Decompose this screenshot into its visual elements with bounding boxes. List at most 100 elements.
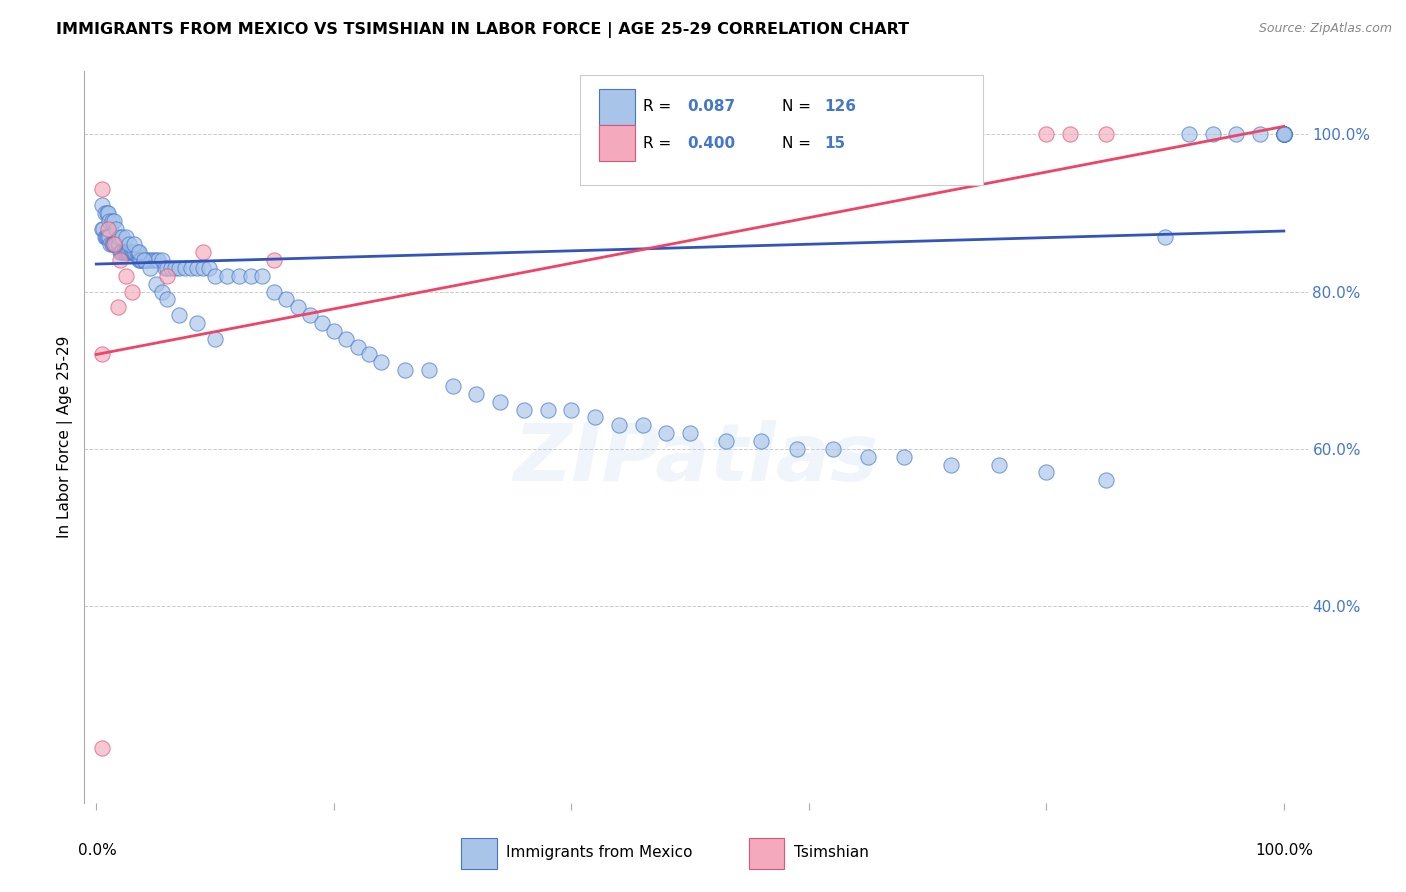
- Point: [107, 301, 129, 315]
- Point: [228, 268, 250, 283]
- Point: [91, 740, 114, 755]
- Point: [91, 182, 114, 196]
- Point: [560, 402, 582, 417]
- Text: N =: N =: [782, 99, 811, 114]
- Point: [893, 450, 915, 464]
- FancyBboxPatch shape: [599, 126, 636, 161]
- Point: [100, 214, 122, 228]
- Point: [120, 245, 142, 260]
- Point: [1059, 128, 1081, 142]
- Text: 100.0%: 100.0%: [1256, 843, 1313, 858]
- Point: [104, 237, 127, 252]
- Point: [118, 237, 141, 252]
- Point: [107, 237, 129, 252]
- Point: [138, 260, 160, 275]
- Point: [103, 214, 125, 228]
- Point: [150, 253, 173, 268]
- Point: [346, 340, 368, 354]
- Point: [186, 316, 208, 330]
- Point: [138, 253, 160, 268]
- Point: [103, 237, 125, 252]
- Point: [821, 442, 844, 456]
- Point: [146, 253, 169, 268]
- Point: [122, 237, 145, 252]
- Point: [118, 245, 141, 260]
- Point: [370, 355, 392, 369]
- Point: [112, 245, 135, 260]
- Point: [100, 237, 122, 252]
- Point: [122, 245, 145, 260]
- Point: [679, 426, 702, 441]
- Point: [97, 221, 120, 235]
- Point: [204, 268, 226, 283]
- Text: 0.400: 0.400: [688, 136, 735, 151]
- Point: [115, 229, 138, 244]
- Point: [180, 260, 202, 275]
- Point: [153, 260, 176, 275]
- Point: [1272, 128, 1295, 142]
- Point: [1154, 229, 1177, 244]
- Point: [97, 206, 120, 220]
- Point: [122, 245, 145, 260]
- Point: [97, 229, 120, 244]
- Point: [96, 206, 118, 220]
- Point: [655, 426, 678, 441]
- Text: R =: R =: [644, 136, 672, 151]
- Point: [132, 253, 155, 268]
- Point: [111, 229, 134, 244]
- Point: [186, 260, 208, 275]
- Point: [465, 387, 488, 401]
- Text: Immigrants from Mexico: Immigrants from Mexico: [506, 845, 693, 860]
- Point: [1035, 128, 1057, 142]
- Point: [276, 293, 298, 307]
- Point: [142, 253, 165, 268]
- Point: [98, 214, 121, 228]
- Text: R =: R =: [644, 99, 672, 114]
- Point: [111, 245, 134, 260]
- Point: [191, 260, 214, 275]
- Text: 15: 15: [824, 136, 845, 151]
- Point: [1272, 128, 1295, 142]
- Point: [1225, 128, 1247, 142]
- Text: Tsimshian: Tsimshian: [794, 845, 869, 860]
- Point: [252, 268, 274, 283]
- Point: [110, 245, 132, 260]
- Point: [96, 229, 118, 244]
- Point: [1272, 128, 1295, 142]
- Point: [132, 253, 155, 268]
- Text: 0.0%: 0.0%: [79, 843, 117, 858]
- Point: [121, 285, 143, 299]
- Point: [125, 245, 148, 260]
- Point: [1178, 128, 1201, 142]
- Point: [441, 379, 464, 393]
- Point: [418, 363, 440, 377]
- Point: [1272, 128, 1295, 142]
- Text: ZIPatlas: ZIPatlas: [513, 420, 879, 498]
- Point: [1272, 128, 1295, 142]
- Point: [139, 253, 162, 268]
- Point: [128, 253, 150, 268]
- Point: [263, 285, 285, 299]
- Point: [239, 268, 262, 283]
- Point: [91, 347, 114, 361]
- Point: [107, 229, 129, 244]
- FancyBboxPatch shape: [579, 75, 983, 185]
- Point: [108, 253, 131, 268]
- Point: [115, 245, 138, 260]
- Point: [150, 285, 173, 299]
- Point: [100, 237, 122, 252]
- Point: [359, 347, 381, 361]
- Point: [94, 229, 117, 244]
- Point: [145, 253, 167, 268]
- Point: [489, 394, 512, 409]
- Point: [941, 458, 963, 472]
- Point: [169, 260, 191, 275]
- Point: [169, 308, 191, 322]
- Point: [1272, 128, 1295, 142]
- Point: [128, 245, 150, 260]
- Point: [335, 332, 357, 346]
- Point: [583, 410, 606, 425]
- Point: [215, 268, 238, 283]
- FancyBboxPatch shape: [748, 838, 785, 869]
- Point: [115, 268, 138, 283]
